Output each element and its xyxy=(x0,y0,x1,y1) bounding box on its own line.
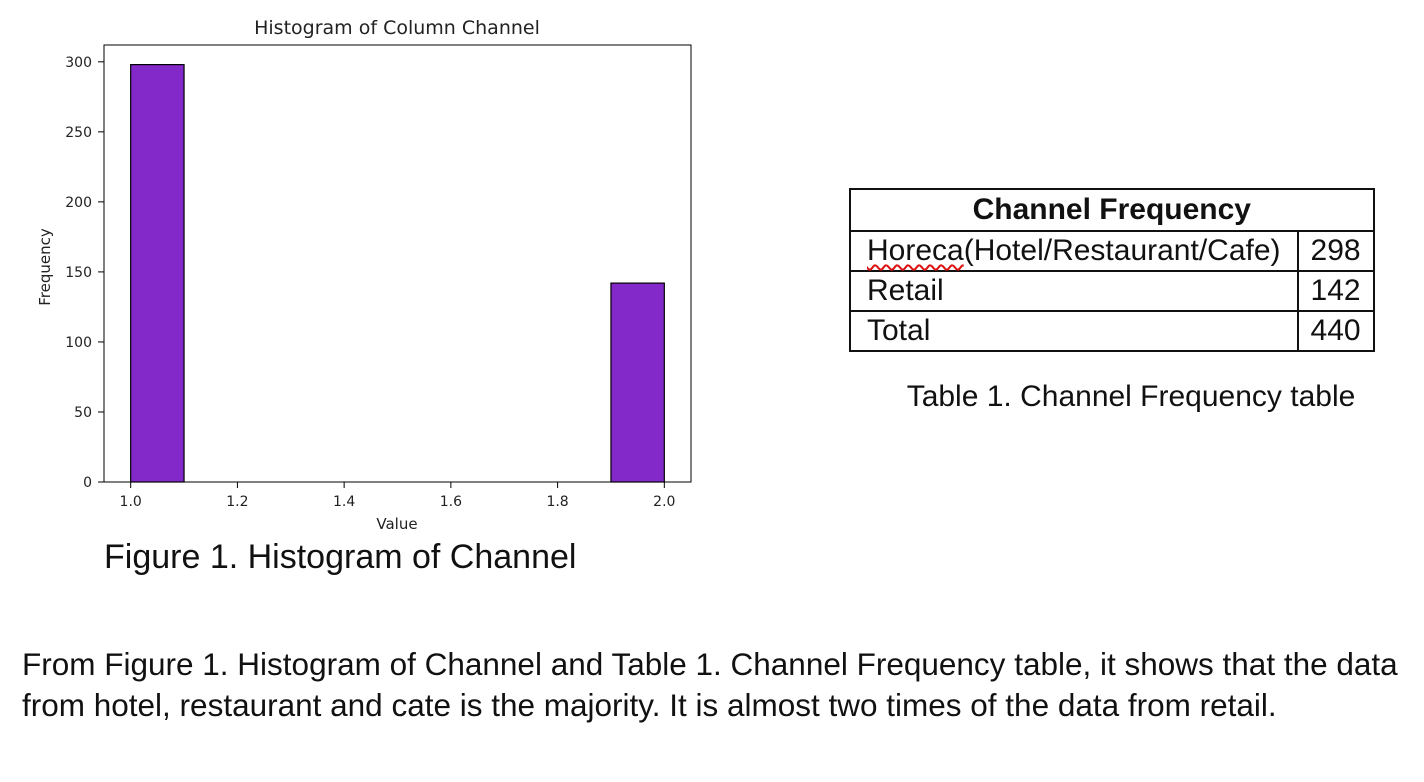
histogram-bar xyxy=(610,282,665,483)
y-tick-label: 300 xyxy=(65,55,92,71)
x-axis-label: Value xyxy=(376,515,417,533)
table-caption: Table 1. Channel Frequency table xyxy=(906,380,1356,413)
body-paragraph: From Figure 1. Histogram of Channel and … xyxy=(22,646,1398,723)
label-rest: (Hotel/Restaurant/Cafe) xyxy=(963,234,1281,267)
x-tick-label: 1.4 xyxy=(333,494,355,510)
table-cell-value: 298 xyxy=(1296,230,1375,272)
table-header: Channel Frequency xyxy=(849,188,1375,232)
plot-area: 1.0 1.2 1.4 1.6 1.8 2.0 0 50 100 150 200 250 300 xyxy=(65,44,692,510)
table-cell-value: 142 xyxy=(1296,270,1375,312)
histogram-bar xyxy=(130,64,185,483)
table-row: Total 440 xyxy=(849,310,1375,352)
table-cell-label: Retail xyxy=(849,270,1299,312)
y-tick-label: 50 xyxy=(74,405,92,421)
x-tick-label: 1.0 xyxy=(120,494,142,510)
x-tick-label: 1.6 xyxy=(440,494,462,510)
table-row: Retail 142 xyxy=(849,270,1375,312)
table-cell-label: Horeca(Hotel/Restaurant/Cafe) xyxy=(849,230,1299,272)
y-tick-label: 250 xyxy=(65,125,92,141)
x-tick-label: 2.0 xyxy=(653,494,675,510)
x-tick-label: 1.8 xyxy=(546,494,568,510)
plot-frame xyxy=(103,44,692,483)
y-tick-label: 200 xyxy=(65,195,92,211)
misspelled-word: Horeca xyxy=(867,234,964,267)
chart-title: Histogram of Column Channel xyxy=(254,17,540,39)
x-tick-label: 1.2 xyxy=(226,494,248,510)
table-cell-label: Total xyxy=(849,310,1299,352)
table-header-row: Channel Frequency xyxy=(849,188,1375,232)
histogram-chart: Histogram of Column Channel 1.0 1.2 1.4 1.6… xyxy=(36,17,692,533)
y-tick-label: 100 xyxy=(65,335,92,351)
y-tick-label: 150 xyxy=(65,265,92,281)
figure-caption: Figure 1. Histogram of Channel xyxy=(104,538,577,576)
y-axis-label: Frequency xyxy=(36,228,54,306)
y-tick-label: 0 xyxy=(83,475,92,491)
table-row: Horeca(Hotel/Restaurant/Cafe) 298 xyxy=(849,230,1375,272)
channel-frequency-table: Channel Frequency Horeca(Hotel/Restauran… xyxy=(849,188,1375,352)
table-cell-value: 440 xyxy=(1296,310,1375,352)
